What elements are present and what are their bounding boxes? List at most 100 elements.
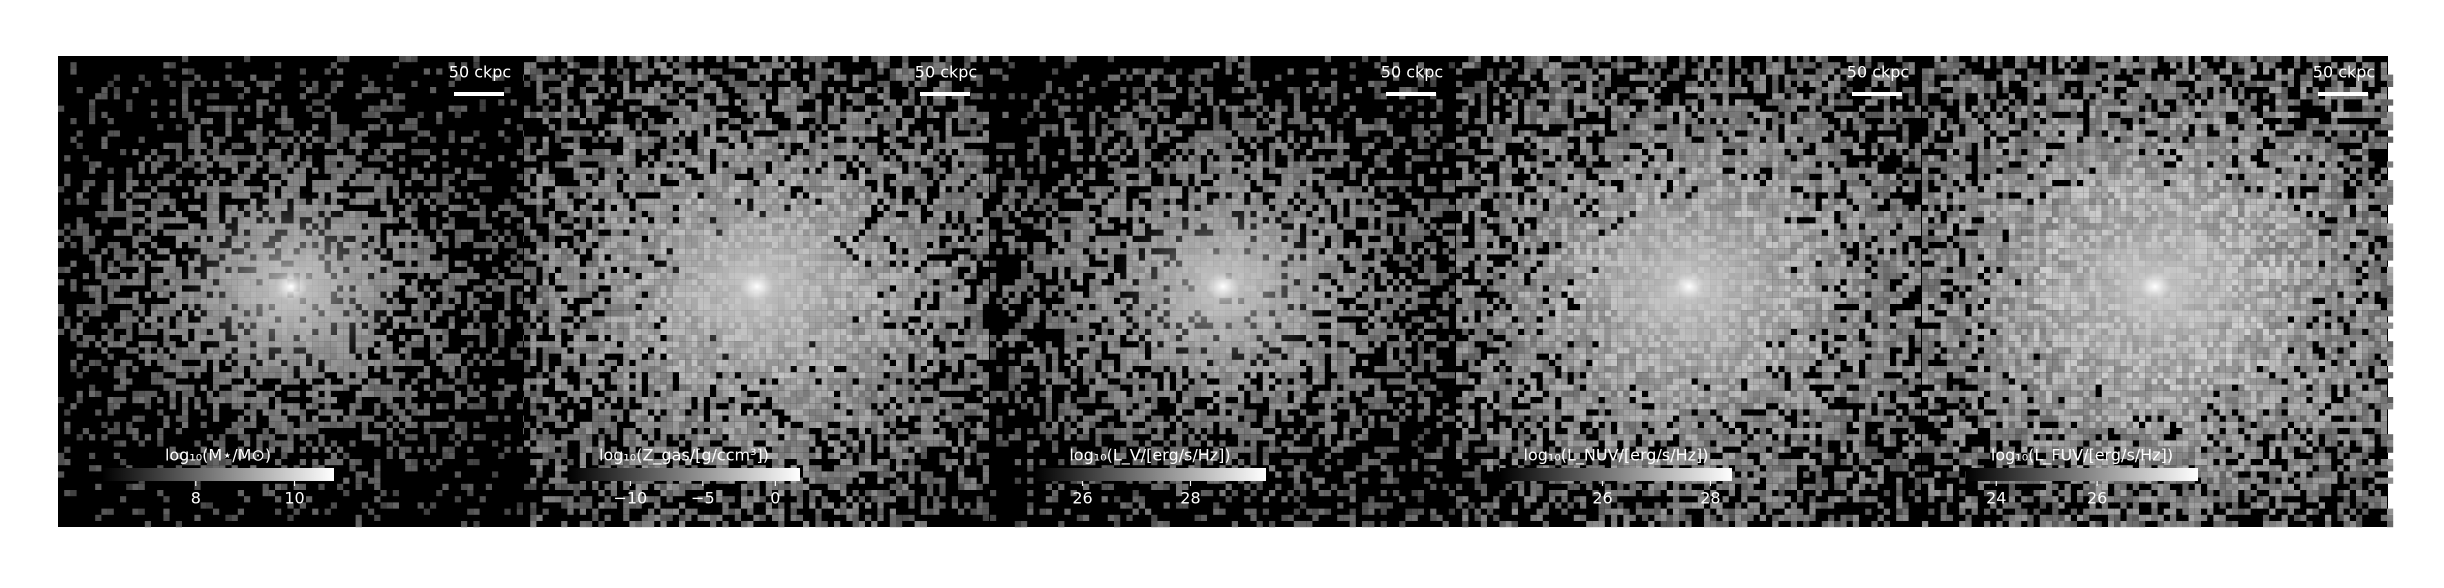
pixel [877, 298, 883, 304]
pixel [921, 242, 927, 248]
pixel [784, 174, 790, 180]
pixel [331, 174, 337, 180]
pixel [418, 310, 424, 316]
pixel [908, 205, 914, 211]
pixel [946, 124, 952, 130]
pixel [467, 360, 473, 366]
pixel [834, 174, 840, 180]
pixel [877, 323, 883, 329]
pixel [946, 292, 952, 298]
pixel [120, 261, 126, 267]
pixel [834, 180, 840, 186]
pixel [380, 186, 386, 192]
pixel [617, 267, 623, 273]
pixel [952, 347, 958, 353]
pixel [436, 118, 442, 124]
pixel [716, 87, 722, 93]
pixel [859, 118, 865, 124]
pixel [281, 422, 287, 428]
pixel [399, 304, 405, 310]
pixel [555, 292, 561, 298]
pixel [567, 310, 573, 316]
pixel [399, 316, 405, 322]
pixel [915, 155, 921, 161]
pixel [580, 205, 586, 211]
pixel [461, 106, 467, 112]
pixel [269, 168, 275, 174]
pixel [834, 192, 840, 198]
pixel [399, 428, 405, 434]
pixel [95, 254, 101, 260]
pixel [933, 199, 939, 205]
pixel [126, 422, 132, 428]
pixel [642, 174, 648, 180]
pixel [648, 99, 654, 105]
pixel [834, 211, 840, 217]
pixel [660, 347, 666, 353]
pixel [958, 155, 964, 161]
pixel [859, 335, 865, 341]
pixel [598, 279, 604, 285]
pixel [859, 192, 865, 198]
pixel [871, 161, 877, 167]
pixel [114, 248, 120, 254]
pixel [480, 323, 486, 329]
pixel [890, 118, 896, 124]
pixel [543, 75, 549, 81]
pixel [586, 304, 592, 310]
pixel [64, 422, 70, 428]
pixel [611, 223, 617, 229]
pixel [449, 106, 455, 112]
pixel [411, 422, 417, 428]
pixel [356, 484, 362, 490]
pixel [722, 186, 728, 192]
pixel [120, 279, 126, 285]
pixel [567, 62, 573, 68]
pixel [543, 168, 549, 174]
pixel [399, 236, 405, 242]
pixel [958, 168, 964, 174]
pixel [430, 341, 436, 347]
pixel [524, 149, 530, 155]
pixel [636, 56, 642, 62]
pixel [530, 341, 536, 347]
pixel [139, 248, 145, 254]
pixel [89, 310, 95, 316]
pixel [244, 422, 250, 428]
pixel [946, 285, 952, 291]
pixel [580, 267, 586, 273]
pixel [592, 323, 598, 329]
pixel [449, 453, 455, 459]
pixel [70, 279, 76, 285]
pixel [902, 267, 908, 273]
pixel [617, 335, 623, 341]
pixel [685, 118, 691, 124]
pixel [225, 62, 231, 68]
pixel [574, 242, 580, 248]
pixel [306, 403, 312, 409]
pixel [722, 75, 728, 81]
pixel [182, 217, 188, 223]
pixel [207, 502, 213, 508]
pixel [374, 366, 380, 372]
pixel [605, 211, 611, 217]
pixel [170, 385, 176, 391]
pixel [865, 143, 871, 149]
pixel [939, 261, 945, 267]
pixel [101, 323, 107, 329]
pixel [667, 174, 673, 180]
pixel [865, 329, 871, 335]
pixel [213, 186, 219, 192]
pixel [760, 99, 766, 105]
pixel [194, 341, 200, 347]
pixel [467, 323, 473, 329]
pixel [188, 161, 194, 167]
pixel [865, 205, 871, 211]
pixel [896, 106, 902, 112]
pixel [424, 366, 430, 372]
pixel [300, 168, 306, 174]
pixel [356, 416, 362, 422]
pixel [555, 192, 561, 198]
pixel [306, 440, 312, 446]
pixel [207, 149, 213, 155]
